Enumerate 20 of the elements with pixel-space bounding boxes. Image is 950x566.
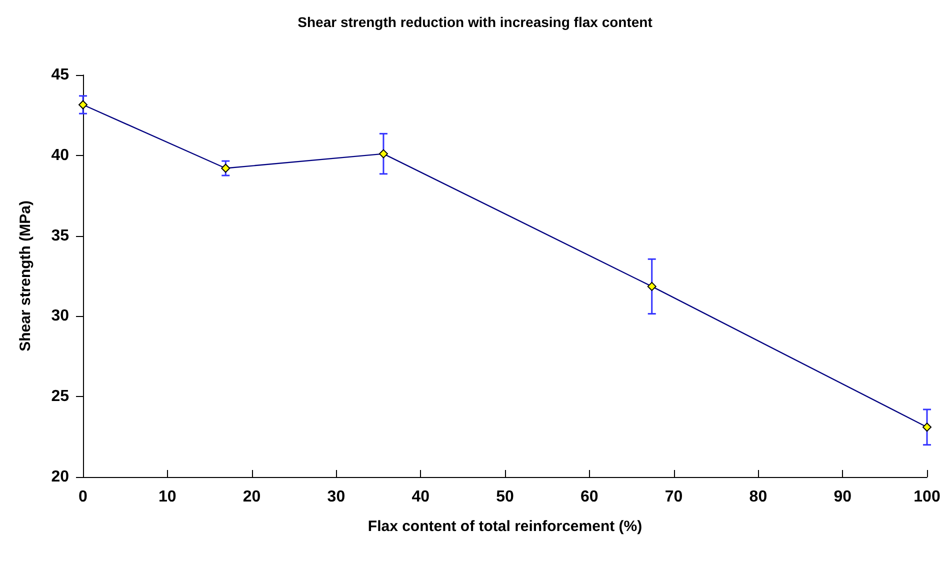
x-tick-label: 0 [78,488,88,506]
x-tick-label: 70 [664,488,683,506]
x-tick-label: 60 [580,488,598,506]
x-tick-label: 30 [327,488,346,506]
y-tick-label: 45 [51,66,70,84]
x-tick-label: 50 [496,488,514,506]
y-tick-label: 40 [51,146,70,164]
y-tick-label: 25 [51,388,70,406]
x-tick-label: 10 [158,488,176,506]
chart-title: Shear strength reduction with increasing flax content [298,14,653,30]
y-tick-label: 20 [51,468,70,486]
x-tick-label: 20 [242,488,261,506]
x-axis-title: Flax content of total reinforcement (%) [368,518,642,535]
x-tick-label: 90 [834,488,852,506]
x-tick-label: 80 [749,488,768,506]
x-tick-label: 100 [914,488,940,506]
y-tick-label: 35 [51,227,70,244]
x-tick-label: 40 [412,488,430,506]
y-axis-title: Shear strength (MPa) [17,200,34,352]
y-tick-label: 30 [51,308,70,325]
